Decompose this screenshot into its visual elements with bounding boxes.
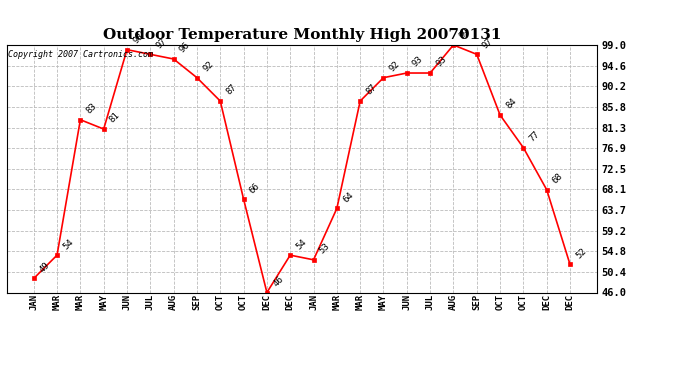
Text: 52: 52 [574,246,588,260]
Text: 92: 92 [201,60,215,74]
Title: Outdoor Temperature Monthly High 20070131: Outdoor Temperature Monthly High 2007013… [103,28,501,42]
Text: 83: 83 [84,102,99,115]
Text: 46: 46 [271,274,285,288]
Text: 97: 97 [155,36,168,50]
Text: 99: 99 [457,27,471,41]
Text: 66: 66 [248,181,262,195]
Text: 87: 87 [364,83,378,97]
Text: 97: 97 [481,36,495,50]
Text: 87: 87 [224,83,238,97]
Text: 98: 98 [131,32,145,45]
Text: 49: 49 [38,260,52,274]
Text: 53: 53 [317,242,332,256]
Text: 77: 77 [528,130,542,144]
Text: 93: 93 [411,55,425,69]
Text: 92: 92 [388,60,402,74]
Text: 54: 54 [295,237,308,251]
Text: 68: 68 [551,172,565,186]
Text: 93: 93 [434,55,448,69]
Text: 96: 96 [178,41,192,55]
Text: 81: 81 [108,111,122,125]
Text: Copyright 2007 Cartronics.com: Copyright 2007 Cartronics.com [8,50,153,59]
Text: 54: 54 [61,237,75,251]
Text: 84: 84 [504,97,518,111]
Text: 64: 64 [341,190,355,204]
